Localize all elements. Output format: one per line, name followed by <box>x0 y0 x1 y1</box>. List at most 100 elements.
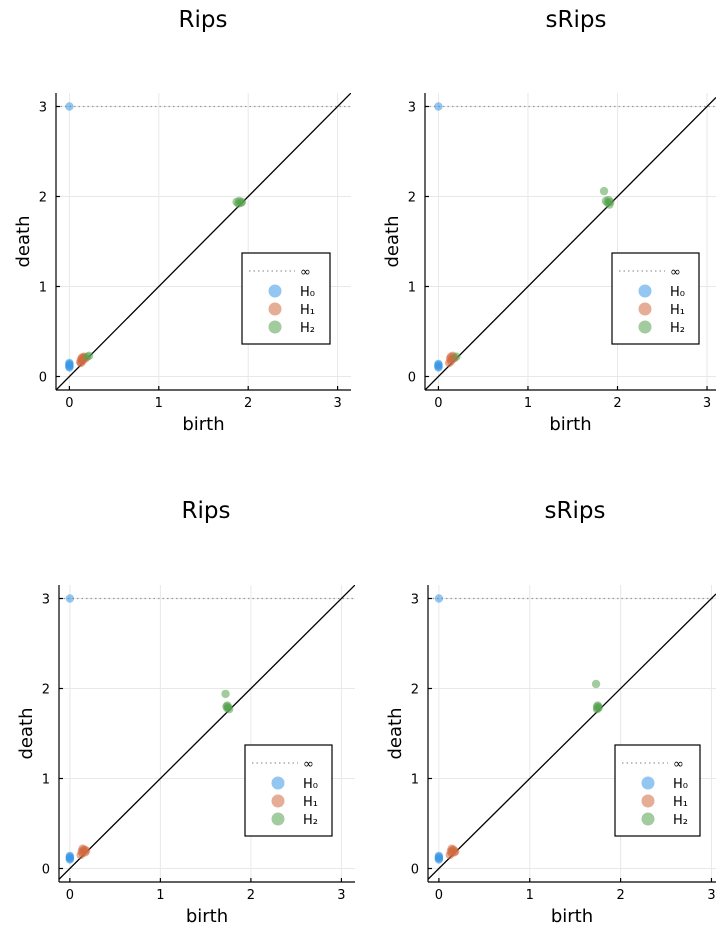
data-point-h0 <box>434 360 443 369</box>
series-h2 <box>452 186 615 361</box>
series-h0 <box>434 102 443 372</box>
y-tick-label: 3 <box>39 101 47 116</box>
legend-label-h1: H₁ <box>300 303 315 318</box>
x-tick-label: 0 <box>435 888 443 903</box>
chart-panel-2: 0 1 2 3 0 1 2 3 sRips birth death ∞ H₀ H₁ H₂ <box>382 7 716 435</box>
x-axis-label: birth <box>549 414 591 435</box>
y-tick-label: 1 <box>408 281 416 296</box>
y-axis-label: death <box>382 216 403 268</box>
x-tick-label: 2 <box>244 396 252 411</box>
data-point-h1 <box>76 358 86 368</box>
data-point-h0 <box>434 102 443 111</box>
legend-marker-h1 <box>641 794 655 808</box>
y-tick-label: 3 <box>42 593 50 608</box>
legend-box <box>244 744 333 837</box>
x-tick-label: 1 <box>524 396 532 411</box>
legend-box <box>241 252 331 345</box>
data-point-h1 <box>450 848 459 857</box>
y-tick-label: 2 <box>411 683 419 698</box>
chart-title: Rips <box>179 7 228 33</box>
legend-marker-h1 <box>268 302 282 316</box>
legend-box <box>611 252 700 345</box>
series-h1 <box>76 844 91 860</box>
legend: ∞ H₀ H₁ H₂ <box>614 744 701 837</box>
data-point-h0 <box>65 102 74 111</box>
legend-label-h0: H₀ <box>303 777 318 792</box>
legend-label-h1: H₁ <box>303 795 318 810</box>
diagonal-line <box>428 593 716 880</box>
data-point-h0 <box>65 594 75 603</box>
legend-label-infinity: ∞ <box>673 757 684 772</box>
y-tick-label: 2 <box>42 683 50 698</box>
x-tick-label: 0 <box>65 396 73 411</box>
chart-title: sRips <box>545 498 606 524</box>
x-tick-label: 1 <box>526 888 534 903</box>
x-tick-label: 2 <box>616 888 624 903</box>
y-tick-label: 0 <box>411 863 419 878</box>
legend-marker-h2 <box>271 812 285 826</box>
legend-label-h0: H₀ <box>673 777 688 792</box>
y-axis-label: death <box>13 216 34 268</box>
data-point-h0 <box>434 852 444 861</box>
data-point-h0 <box>65 360 74 369</box>
legend-label-infinity: ∞ <box>670 265 681 280</box>
legend-box <box>614 744 701 837</box>
x-tick-label: 3 <box>337 888 345 903</box>
data-point-h2 <box>452 352 461 361</box>
x-tick-label: 2 <box>247 888 255 903</box>
y-tick-label: 0 <box>42 863 50 878</box>
y-tick-label: 0 <box>39 371 47 386</box>
x-tick-label: 1 <box>156 888 164 903</box>
x-tick-label: 3 <box>703 396 711 411</box>
legend-label-h0: H₀ <box>670 285 685 300</box>
y-axis-label: death <box>16 708 37 760</box>
data-point-h2 <box>223 701 232 710</box>
legend-label-h2: H₂ <box>303 813 318 828</box>
y-axis-label: death <box>385 708 406 760</box>
legend-label-h2: H₂ <box>670 321 685 336</box>
legend: ∞ H₀ H₁ H₂ <box>244 744 333 837</box>
diagonal-line <box>425 97 716 390</box>
data-point-h1 <box>81 848 90 857</box>
data-point-h2 <box>599 186 609 196</box>
legend-marker-h2 <box>641 812 655 826</box>
series-h0 <box>434 594 444 864</box>
legend-marker-h0 <box>638 284 652 298</box>
y-tick-label: 1 <box>42 773 50 788</box>
x-tick-label: 3 <box>707 888 715 903</box>
data-point-h2 <box>593 701 603 710</box>
x-tick-label: 0 <box>434 396 442 411</box>
diagonal-line <box>59 585 355 880</box>
legend-marker-h0 <box>641 776 655 790</box>
legend: ∞ H₀ H₁ H₂ <box>241 252 331 345</box>
x-tick-label: 3 <box>333 396 341 411</box>
data-point-h2 <box>591 679 601 689</box>
legend-marker-h1 <box>271 794 285 808</box>
data-point-h2 <box>606 197 615 207</box>
diagonal-line <box>56 93 351 390</box>
series-h0 <box>65 594 75 864</box>
legend-label-h0: H₀ <box>300 285 315 300</box>
x-tick-label: 0 <box>66 888 74 903</box>
series-h2 <box>83 196 247 361</box>
x-axis-label: birth <box>186 906 228 927</box>
series-h0 <box>65 102 74 372</box>
legend-label-h1: H₁ <box>673 795 688 810</box>
legend-marker-h0 <box>268 284 282 298</box>
chart-title: sRips <box>546 7 607 33</box>
legend-label-infinity: ∞ <box>303 757 314 772</box>
legend: ∞ H₀ H₁ H₂ <box>611 252 700 345</box>
y-tick-label: 0 <box>408 371 416 386</box>
y-tick-label: 2 <box>39 191 47 206</box>
x-axis-label: birth <box>551 906 593 927</box>
legend-label-h2: H₂ <box>300 321 315 336</box>
chart-title: Rips <box>182 498 231 524</box>
data-point-h2 <box>221 689 230 699</box>
legend-marker-h2 <box>638 320 652 334</box>
x-tick-label: 1 <box>155 396 163 411</box>
data-point-h0 <box>65 852 75 861</box>
legend-marker-h2 <box>268 320 282 334</box>
data-point-h0 <box>434 594 444 603</box>
chart-panel-1: 0 1 2 3 0 1 2 3 Rips birth death ∞ H₀ H₁ H₂ <box>13 7 351 435</box>
